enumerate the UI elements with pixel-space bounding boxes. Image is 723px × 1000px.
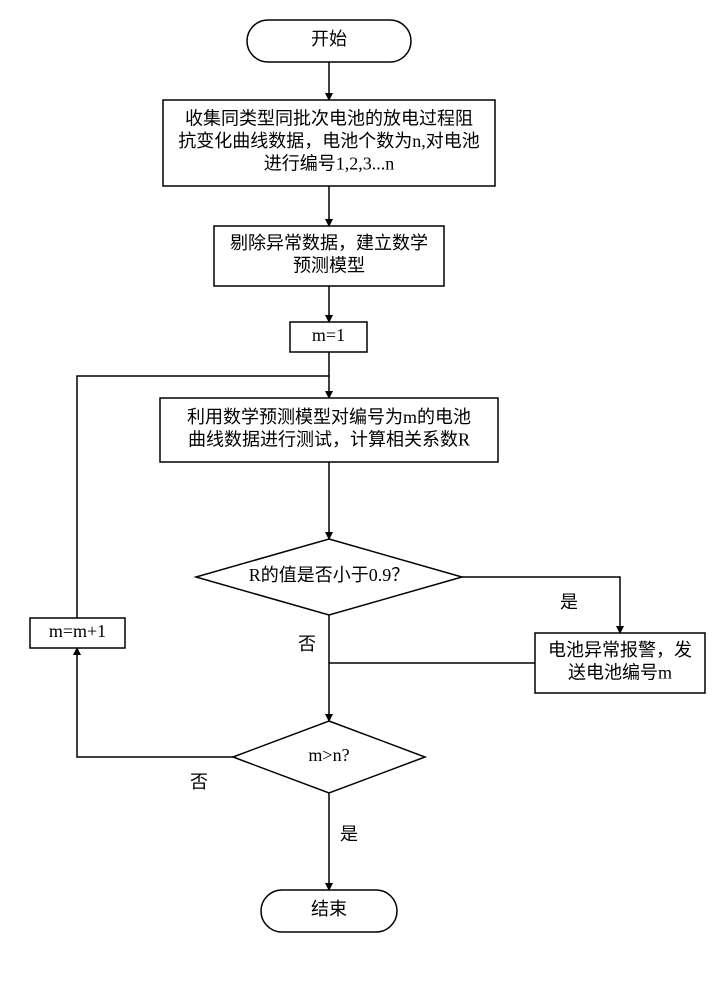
node-text: 抗变化曲线数据，电池个数为n,对电池 — [178, 131, 480, 151]
node-text: R的值是否小于0.9？ — [249, 565, 410, 585]
flow-edge — [329, 663, 535, 721]
node-text: 剔除异常数据，建立数学 — [230, 233, 428, 253]
node-text: 预测模型 — [293, 255, 365, 275]
flowchart-canvas: 开始收集同类型同批次电池的放电过程阻抗变化曲线数据，电池个数为n,对电池进行编号… — [0, 0, 723, 1000]
node-text: m=m+1 — [49, 621, 106, 641]
node-text: 送电池编号m — [568, 662, 672, 682]
node-text: m=1 — [312, 325, 345, 345]
edge-label: 是 — [340, 824, 358, 844]
node-text: 进行编号1,2,3...n — [264, 154, 395, 174]
flow-edge — [77, 648, 233, 757]
node-text: 结束 — [311, 899, 347, 919]
node-text: m>n? — [308, 745, 349, 765]
flow-edge — [462, 577, 620, 633]
node-text: 开始 — [311, 29, 347, 49]
node-text: 利用数学预测模型对编号为m的电池 — [187, 407, 471, 427]
edge-label: 是 — [560, 592, 578, 612]
edge-label: 否 — [298, 634, 316, 654]
node-text: 曲线数据进行测试，计算相关系数R — [188, 429, 470, 449]
node-text: 收集同类型同批次电池的放电过程阻 — [185, 109, 473, 129]
node-text: 电池异常报警，发 — [548, 640, 692, 660]
edge-label: 否 — [190, 772, 208, 792]
